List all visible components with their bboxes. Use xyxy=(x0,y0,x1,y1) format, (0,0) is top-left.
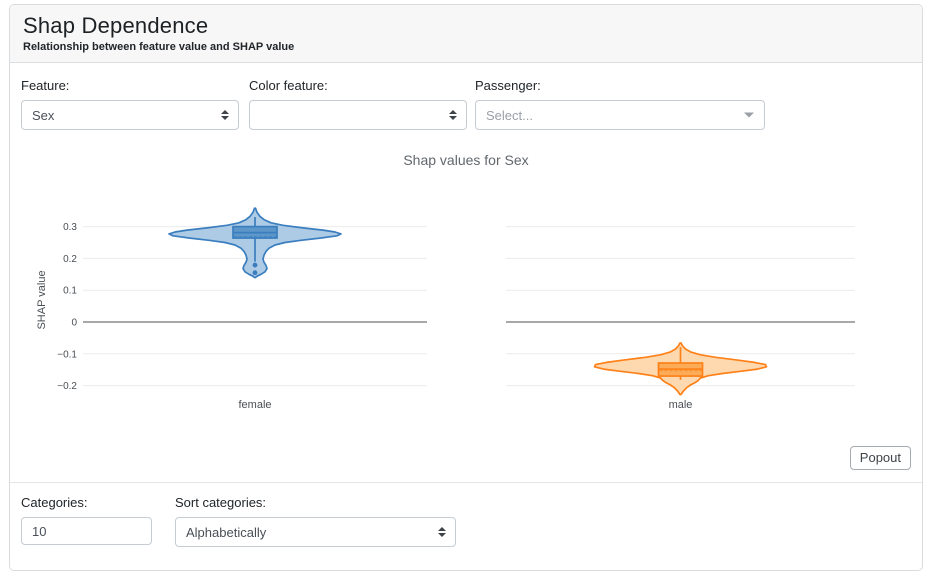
divider xyxy=(10,482,922,483)
sort-categories-control: Sort categories: Alphabetically xyxy=(175,495,456,547)
page-subtitle: Relationship between feature value and S… xyxy=(23,41,295,53)
controls-row: Feature: Sex Color feature: Passenger: S… xyxy=(21,78,911,130)
passenger-select[interactable]: Select... xyxy=(475,100,765,130)
passenger-select-placeholder: Select... xyxy=(486,107,533,123)
y-tick-label: 0 xyxy=(71,318,77,329)
violin-plot-svg[interactable]: 0.3 0.2 0.1 0 −0.1 −0.2 SHAP value female male xyxy=(21,180,923,432)
y-tick-label: 0.3 xyxy=(63,222,77,233)
categories-label: Categories: xyxy=(21,495,88,510)
sort-categories-select[interactable]: Alphabetically xyxy=(175,517,456,547)
feature-select[interactable]: Sex xyxy=(21,100,239,130)
category-label: female xyxy=(238,399,271,411)
passenger-label: Passenger: xyxy=(475,78,541,93)
popout-row: Popout xyxy=(21,432,911,482)
shap-dependence-card: Shap Dependence Relationship between fea… xyxy=(9,4,923,571)
y-tick-label: −0.1 xyxy=(57,349,77,360)
feature-label: Feature: xyxy=(21,78,70,93)
categories-control: Categories: xyxy=(21,495,152,547)
sort-categories-label: Sort categories: xyxy=(175,495,267,510)
dropdown-caret-icon xyxy=(744,112,754,118)
color-feature-select[interactable] xyxy=(249,100,467,130)
shap-violin-chart[interactable]: 0.3 0.2 0.1 0 −0.1 −0.2 SHAP value female male xyxy=(21,180,911,432)
select-updown-icon xyxy=(449,110,457,120)
categories-input[interactable] xyxy=(21,517,152,545)
color-feature-control: Color feature: xyxy=(249,78,467,130)
card-header: Shap Dependence Relationship between fea… xyxy=(10,5,922,63)
page-title: Shap Dependence xyxy=(23,13,209,38)
chart-title: Shap values for Sex xyxy=(403,152,529,168)
y-tick-label: 0.1 xyxy=(63,286,77,297)
outlier-point xyxy=(252,270,258,276)
passenger-control: Passenger: Select... xyxy=(475,78,765,130)
feature-control: Feature: Sex xyxy=(21,78,239,130)
y-tick-label: −0.2 xyxy=(57,381,77,392)
popout-button[interactable]: Popout xyxy=(849,446,911,470)
sort-categories-value: Alphabetically xyxy=(186,524,267,540)
select-updown-icon xyxy=(438,527,446,537)
footer-controls: Categories: Sort categories: Alphabetica… xyxy=(10,483,922,547)
select-updown-icon xyxy=(221,110,229,120)
card-body: Feature: Sex Color feature: Passenger: S… xyxy=(10,63,922,482)
category-label: male xyxy=(669,399,693,411)
outlier-point xyxy=(252,262,258,268)
color-feature-label: Color feature: xyxy=(249,78,328,93)
feature-select-value: Sex xyxy=(32,107,55,123)
y-tick-label: 0.2 xyxy=(63,254,77,265)
y-axis-label: SHAP value xyxy=(36,270,48,329)
